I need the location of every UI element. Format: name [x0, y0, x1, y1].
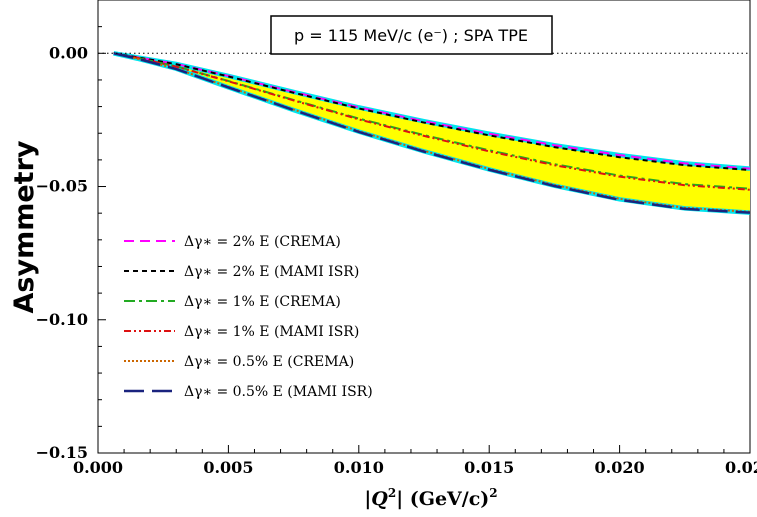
plot-frame	[97, 0, 751, 454]
uncertainty-band	[113, 53, 750, 213]
legend: Δγ∗ = 2% E (CREMA) Δγ∗ = 2% E (MAMI ISR) Δ…	[124, 234, 373, 400]
y-tick-label: 0.00	[49, 43, 88, 62]
x-axis-title: |Q2| (GeV/c)2	[364, 486, 497, 510]
legend-label: Δγ∗ = 1% E (CREMA)	[184, 294, 341, 310]
series-line-2	[113, 52, 750, 172]
legend-label: Δγ∗ = 1% E (MAMI ISR)	[184, 324, 359, 340]
series-line-3	[113, 52, 750, 190]
chart-title-box: p = 115 MeV/c (e⁻) ; SPA TPE	[270, 15, 553, 55]
chart-title: p = 115 MeV/c (e⁻) ; SPA TPE	[294, 26, 528, 45]
y-axis-title: Asymmetry	[9, 140, 40, 313]
y-tick-label: −0.05	[36, 177, 88, 196]
legend-label: Δγ∗ = 0.5% E (CREMA)	[184, 354, 354, 370]
series-line-6	[113, 52, 750, 214]
x-tick-label: 0.000	[73, 458, 123, 477]
x-tick-label: 0.025	[725, 458, 757, 477]
legend-label: Δγ∗ = 2% E (MAMI ISR)	[184, 264, 359, 280]
legend-label: Δγ∗ = 0.5% E (MAMI ISR)	[184, 384, 373, 400]
x-tick-label: 0.005	[203, 458, 253, 477]
y-tick-label: −0.15	[36, 443, 88, 462]
x-tick-label: 0.020	[595, 458, 645, 477]
y-tick-label: −0.10	[36, 310, 88, 329]
x-tick-label: 0.015	[464, 458, 514, 477]
legend-label: Δγ∗ = 2% E (CREMA)	[184, 234, 341, 250]
x-tick-label: 0.010	[334, 458, 384, 477]
